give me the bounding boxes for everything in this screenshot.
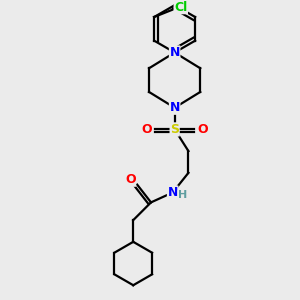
Text: Cl: Cl	[174, 1, 188, 13]
Text: N: N	[167, 186, 178, 199]
Text: S: S	[170, 123, 179, 136]
Text: N: N	[169, 101, 180, 114]
Text: O: O	[125, 173, 136, 186]
Text: H: H	[178, 190, 187, 200]
Text: N: N	[169, 46, 180, 59]
Text: O: O	[197, 123, 208, 136]
Text: O: O	[142, 123, 152, 136]
